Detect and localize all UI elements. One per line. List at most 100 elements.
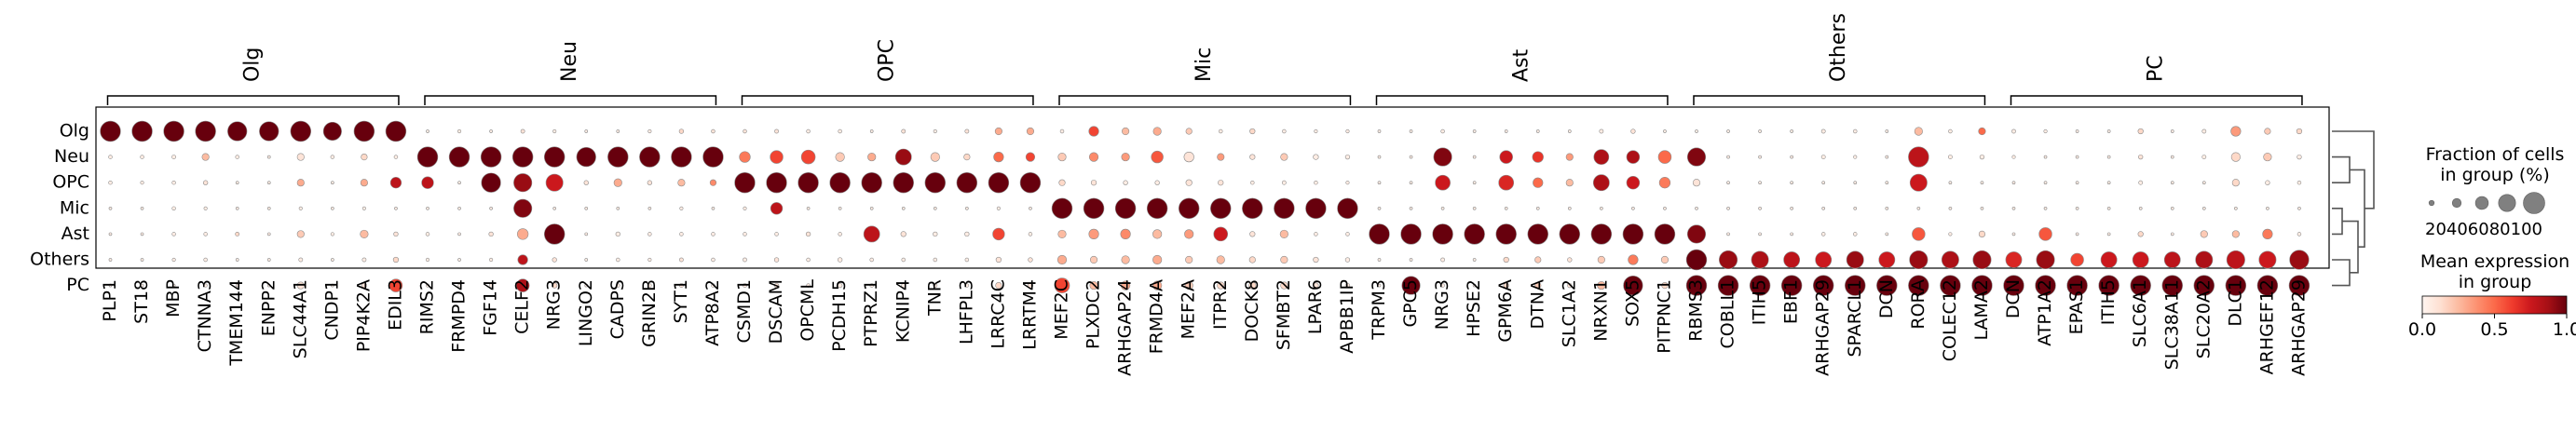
- plot-frame: [95, 106, 2330, 269]
- column-label: TMEM144: [226, 279, 247, 367]
- dot: [296, 230, 305, 238]
- column-label: DCN: [1876, 279, 1897, 318]
- dot: [2011, 128, 2016, 134]
- dot: [584, 232, 589, 237]
- dot: [1218, 180, 1224, 186]
- column-label: PIP4K2A: [353, 279, 374, 352]
- dot: [677, 179, 686, 187]
- dot: [901, 283, 906, 288]
- dot: [1914, 127, 1923, 136]
- group-label: Mic: [1193, 47, 1216, 82]
- dot: [1472, 258, 1477, 262]
- dot: [1660, 255, 1670, 264]
- dot: [1532, 151, 1544, 163]
- dot: [1853, 181, 1858, 185]
- dot: [2075, 232, 2079, 237]
- dot: [933, 283, 938, 288]
- group-bracket: [106, 95, 400, 105]
- dot: [933, 128, 937, 134]
- dot: [743, 232, 747, 237]
- dot: [1600, 206, 1603, 210]
- plot-area: [95, 106, 2330, 269]
- dot: [2297, 206, 2301, 210]
- dot: [1565, 153, 1574, 161]
- dot: [425, 283, 430, 288]
- dot: [2258, 250, 2277, 269]
- dot: [734, 171, 756, 194]
- dot: [1812, 275, 1834, 296]
- dot: [1503, 282, 1509, 289]
- dot: [901, 206, 906, 210]
- dot: [679, 283, 684, 288]
- dot: [203, 257, 208, 263]
- dot: [1504, 129, 1508, 133]
- dot: [1154, 180, 1160, 185]
- dot: [2170, 155, 2174, 159]
- column-label: ARHGAP29: [1813, 279, 1833, 376]
- dot: [2106, 232, 2111, 237]
- column-label: FRMD4A: [1147, 279, 1167, 354]
- dot: [2043, 128, 2048, 134]
- dot: [1400, 223, 1422, 245]
- dot: [1409, 181, 1413, 185]
- column-label: DLC1: [2225, 279, 2245, 327]
- dot: [838, 128, 842, 134]
- dot: [1916, 206, 1921, 210]
- group-bracket: [2010, 95, 2303, 105]
- dot: [774, 232, 779, 237]
- dot: [1056, 254, 1068, 265]
- dot: [806, 283, 811, 288]
- dot: [1213, 226, 1229, 242]
- dot: [1726, 155, 1730, 159]
- dot: [108, 258, 113, 262]
- dot: [1440, 283, 1445, 288]
- column-label: PLXDC2: [1084, 279, 1104, 349]
- row-label: OPC: [52, 172, 89, 193]
- dot: [711, 232, 716, 237]
- column-label: NRG3: [544, 279, 565, 330]
- dot: [2106, 206, 2111, 210]
- column-label: LRRC4C: [988, 279, 1008, 349]
- dot: [2011, 232, 2016, 237]
- dot: [1242, 197, 1263, 220]
- dot: [1377, 206, 1382, 210]
- dot: [425, 257, 430, 263]
- dot: [425, 232, 430, 237]
- dot: [647, 257, 652, 263]
- dot: [616, 283, 620, 288]
- dot: [1248, 281, 1257, 290]
- dot: [743, 283, 747, 288]
- column-label: RORA: [1908, 279, 1929, 330]
- dot: [171, 180, 176, 185]
- dot: [867, 153, 877, 162]
- column-label: SLC20A2: [2193, 279, 2214, 358]
- dot: [647, 180, 653, 185]
- dot: [1314, 180, 1318, 185]
- dot: [615, 231, 620, 237]
- dot: [2043, 181, 2048, 185]
- size-legend-dot: [2523, 192, 2545, 214]
- column-label: DCN: [2003, 279, 2024, 318]
- dot: [770, 150, 784, 164]
- dot: [711, 283, 716, 288]
- dot: [797, 171, 819, 194]
- dot: [1853, 128, 1858, 134]
- dot: [1146, 197, 1168, 220]
- dot: [1472, 283, 1477, 288]
- dot: [394, 206, 398, 210]
- dot: [1534, 256, 1542, 264]
- dot: [203, 283, 208, 288]
- dot: [924, 171, 947, 194]
- dot: [679, 232, 684, 237]
- dot: [1692, 179, 1701, 187]
- dot: [2075, 129, 2079, 133]
- dot: [1344, 257, 1351, 263]
- dot: [1685, 249, 1708, 271]
- column-label: PTPRZ1: [861, 279, 881, 347]
- column-label: APBB1IP: [1337, 279, 1357, 354]
- dot: [1121, 255, 1130, 264]
- row-label: Neu: [54, 146, 89, 167]
- dot: [1790, 181, 1793, 185]
- dot: [361, 257, 367, 263]
- dot: [1345, 232, 1350, 237]
